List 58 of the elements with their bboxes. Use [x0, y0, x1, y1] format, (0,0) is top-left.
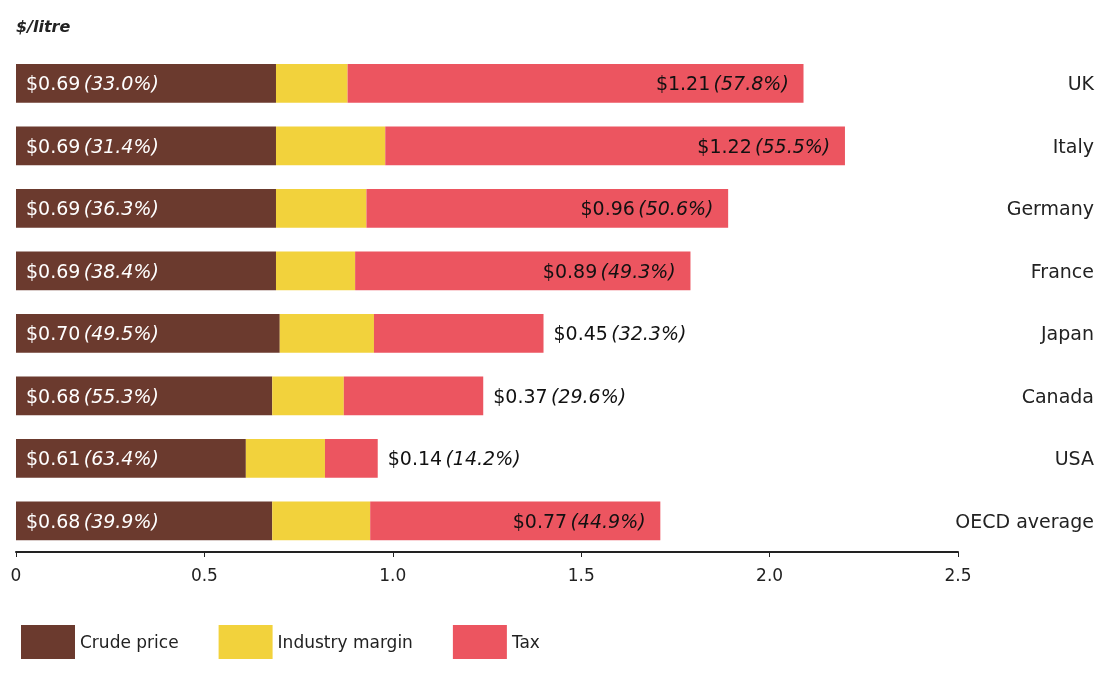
legend-label: Tax	[510, 632, 540, 652]
data-label: $0.69 (31.4%)	[26, 134, 159, 157]
data-label: $0.69 (36.3%)	[26, 197, 159, 220]
x-tick-label: 0	[10, 564, 22, 585]
data-label: $0.69 (33.0%)	[26, 72, 159, 95]
data-label: $0.77 (44.9%)	[512, 509, 646, 532]
bar	[16, 376, 273, 416]
y-tick-label: Italy	[1052, 134, 1094, 157]
y-tick-label: Japan	[1040, 322, 1094, 345]
bar	[275, 251, 356, 291]
y-tick-label: UK	[1067, 72, 1095, 95]
y-tick-label: OECD average	[955, 509, 1094, 532]
bar	[366, 188, 729, 228]
data-label: $0.37 (29.6%)	[493, 384, 627, 407]
data-label: $0.70 (49.5%)	[26, 322, 159, 345]
data-label: $0.69 (38.4%)	[26, 259, 159, 282]
data-label: $1.21 (57.8%)	[655, 72, 789, 95]
bar	[279, 313, 374, 353]
bar	[16, 501, 273, 541]
x-tick-label: 1.5	[567, 564, 595, 585]
y-tick-label: Canada	[1021, 384, 1094, 407]
bar	[16, 188, 276, 228]
y-tick-label: USA	[1054, 447, 1094, 470]
data-label: $0.96 (50.6%)	[580, 197, 714, 220]
x-tick-label: 2.0	[756, 564, 784, 585]
bar	[16, 251, 276, 291]
data-label: $0.68 (39.9%)	[26, 509, 159, 532]
bar	[245, 438, 325, 478]
bar	[373, 313, 544, 353]
y-tick-label: France	[1030, 259, 1094, 282]
bar	[385, 126, 845, 166]
bar	[275, 126, 386, 166]
data-label: $0.68 (55.3%)	[26, 384, 159, 407]
y-tick-label: Germany	[1006, 197, 1094, 220]
bar	[355, 251, 691, 291]
legend-label: Industry margin	[277, 632, 413, 652]
bar	[370, 501, 661, 541]
bar	[275, 63, 348, 103]
bar	[275, 188, 367, 228]
text: $/litre	[16, 16, 71, 36]
bar	[16, 63, 276, 103]
data-label: $0.61 (63.4%)	[26, 447, 159, 470]
bar	[324, 438, 378, 478]
bar	[347, 63, 804, 103]
bar	[16, 126, 276, 166]
bar	[272, 376, 344, 416]
bar	[343, 376, 484, 416]
data-label: $0.14 (14.2%)	[387, 447, 521, 470]
data-label: $0.89 (49.3%)	[542, 259, 676, 282]
data-label: $0.45 (32.3%)	[553, 322, 687, 345]
x-tick-label: 2.5	[944, 564, 972, 585]
x-tick-label: 0.5	[190, 564, 218, 585]
bar	[16, 313, 280, 353]
data-label: $1.22 (55.5%)	[697, 134, 831, 157]
legend-label: Crude price	[80, 632, 179, 652]
bar	[272, 501, 371, 541]
x-tick-label: 1.0	[379, 564, 407, 585]
bar	[16, 438, 246, 478]
